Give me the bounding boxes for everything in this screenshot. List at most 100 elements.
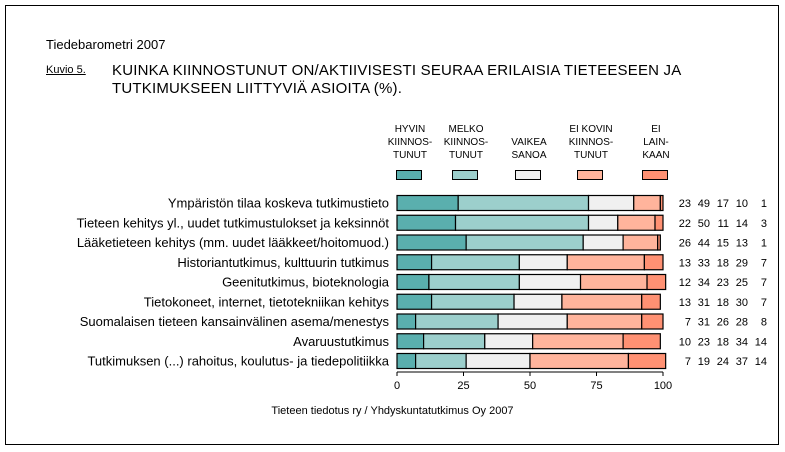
value-label: 7 xyxy=(761,297,767,309)
bar-segment xyxy=(622,333,661,350)
value-label: 15 xyxy=(717,238,729,250)
bar-segment xyxy=(396,194,459,212)
category-label: Lääketieteen kehitys (mm. uudet lääkkeet… xyxy=(77,235,389,250)
legend-label: HYVIN KIINNOS- TUNUT xyxy=(387,124,433,161)
category-label: Geenitutkimus, bioteknologia xyxy=(222,275,390,290)
value-label: 29 xyxy=(736,257,748,269)
legend-swatch xyxy=(577,170,603,180)
value-label: 7 xyxy=(761,277,767,289)
bar-segment xyxy=(396,333,425,350)
report-name: Tiedebarometri 2007 xyxy=(46,37,166,52)
value-label: 17 xyxy=(717,198,729,210)
category-label: Tieteen kehitys yl., uudet tutkimustulok… xyxy=(77,215,390,230)
x-tick-label: 100 xyxy=(654,380,672,392)
bar-segment xyxy=(484,333,534,350)
value-label: 31 xyxy=(698,297,710,309)
bar-segment xyxy=(497,313,568,330)
value-label: 33 xyxy=(698,257,710,269)
value-label: 13 xyxy=(679,257,691,269)
legend-item: VAIKEA SANOA xyxy=(494,122,564,162)
category-label: Ympäristön tilaa koskeva tutkimustieto xyxy=(168,196,389,211)
value-label: 7 xyxy=(685,356,691,368)
bar-segment xyxy=(633,194,661,212)
bar-segment xyxy=(641,313,664,330)
legend-item: EI KOVIN KIINNOS- TUNUT xyxy=(556,122,626,162)
bar-segment xyxy=(518,254,568,271)
bar-segment xyxy=(643,254,664,271)
bar-segment xyxy=(423,333,486,350)
x-tick-label: 75 xyxy=(590,380,602,392)
value-label: 18 xyxy=(717,297,729,309)
category-label: Avaruustutkimus xyxy=(293,334,389,349)
legend-label: EI KOVIN KIINNOS- TUNUT xyxy=(568,124,614,161)
value-label: 26 xyxy=(679,238,691,250)
bar-segment xyxy=(396,254,433,271)
bar-segment xyxy=(465,352,531,370)
bar-segment xyxy=(659,194,664,212)
bar-segment xyxy=(415,352,467,370)
x-tick-label: 0 xyxy=(394,380,400,392)
bar-segment xyxy=(428,273,520,291)
bar-segment xyxy=(457,194,590,212)
value-label: 7 xyxy=(685,317,691,329)
bar-segment xyxy=(513,293,563,310)
bar-segment xyxy=(587,194,635,212)
value-label: 14 xyxy=(736,218,748,230)
value-label: 10 xyxy=(679,336,691,348)
value-label: 34 xyxy=(736,336,748,348)
bar-segment xyxy=(627,352,667,370)
legend-item: HYVIN KIINNOS- TUNUT xyxy=(375,122,445,162)
bar-segment xyxy=(396,293,433,310)
value-label: 24 xyxy=(717,356,729,368)
category-label: Tietokoneet, internet, tietotekniikan ke… xyxy=(144,294,390,309)
bar-segment xyxy=(396,352,417,370)
bar-segment xyxy=(396,273,430,291)
bar-segment xyxy=(430,293,515,310)
value-label: 3 xyxy=(761,218,767,230)
bar-segment xyxy=(454,214,590,231)
legend-item: EI LAIN- KAAN xyxy=(621,122,691,162)
legend-swatch xyxy=(396,170,422,180)
category-label: Suomalaisen tieteen kansainvälinen asema… xyxy=(80,314,390,329)
value-label: 14 xyxy=(755,356,767,368)
bar-segment xyxy=(582,234,624,251)
legend-label: MELKO KIINNOS- TUNUT xyxy=(443,124,489,161)
value-label: 31 xyxy=(698,317,710,329)
source-note: Tieteen tiedotus ry / Yhdyskuntatutkimus… xyxy=(271,405,514,417)
x-tick-label: 50 xyxy=(524,380,536,392)
x-tick-label: 25 xyxy=(457,380,469,392)
value-label: 1 xyxy=(761,238,767,250)
chart-title: KUINKA KIINNOSTUNUT ON/AKTIIVISESTI SEUR… xyxy=(112,62,681,97)
bar-segment xyxy=(529,352,630,370)
chart-frame xyxy=(5,5,779,445)
value-label: 10 xyxy=(736,198,748,210)
bar-segment xyxy=(518,273,582,291)
value-label: 23 xyxy=(698,336,710,348)
bar-segment xyxy=(566,254,645,271)
legend-swatch xyxy=(452,170,478,180)
value-label: 34 xyxy=(698,277,710,289)
bar-segment xyxy=(561,293,643,310)
bar-segment xyxy=(430,254,520,271)
bar-segment xyxy=(415,313,499,330)
bar-segment xyxy=(396,214,457,231)
bar-segment xyxy=(646,273,667,291)
legend-item: MELKO KIINNOS- TUNUT xyxy=(431,122,501,162)
bar-segment xyxy=(566,313,643,330)
bar-segment xyxy=(617,214,656,231)
value-label: 12 xyxy=(679,277,691,289)
legend-swatch xyxy=(642,170,668,180)
value-label: 49 xyxy=(698,198,710,210)
value-label: 25 xyxy=(736,277,748,289)
value-label: 26 xyxy=(717,317,729,329)
value-label: 19 xyxy=(698,356,710,368)
value-label: 50 xyxy=(698,218,710,230)
bar-segment xyxy=(579,273,648,291)
value-label: 23 xyxy=(717,277,729,289)
value-label: 22 xyxy=(679,218,691,230)
value-label: 28 xyxy=(736,317,748,329)
value-label: 14 xyxy=(755,336,767,348)
bar-segment xyxy=(396,313,417,330)
bar-segment xyxy=(641,293,661,310)
